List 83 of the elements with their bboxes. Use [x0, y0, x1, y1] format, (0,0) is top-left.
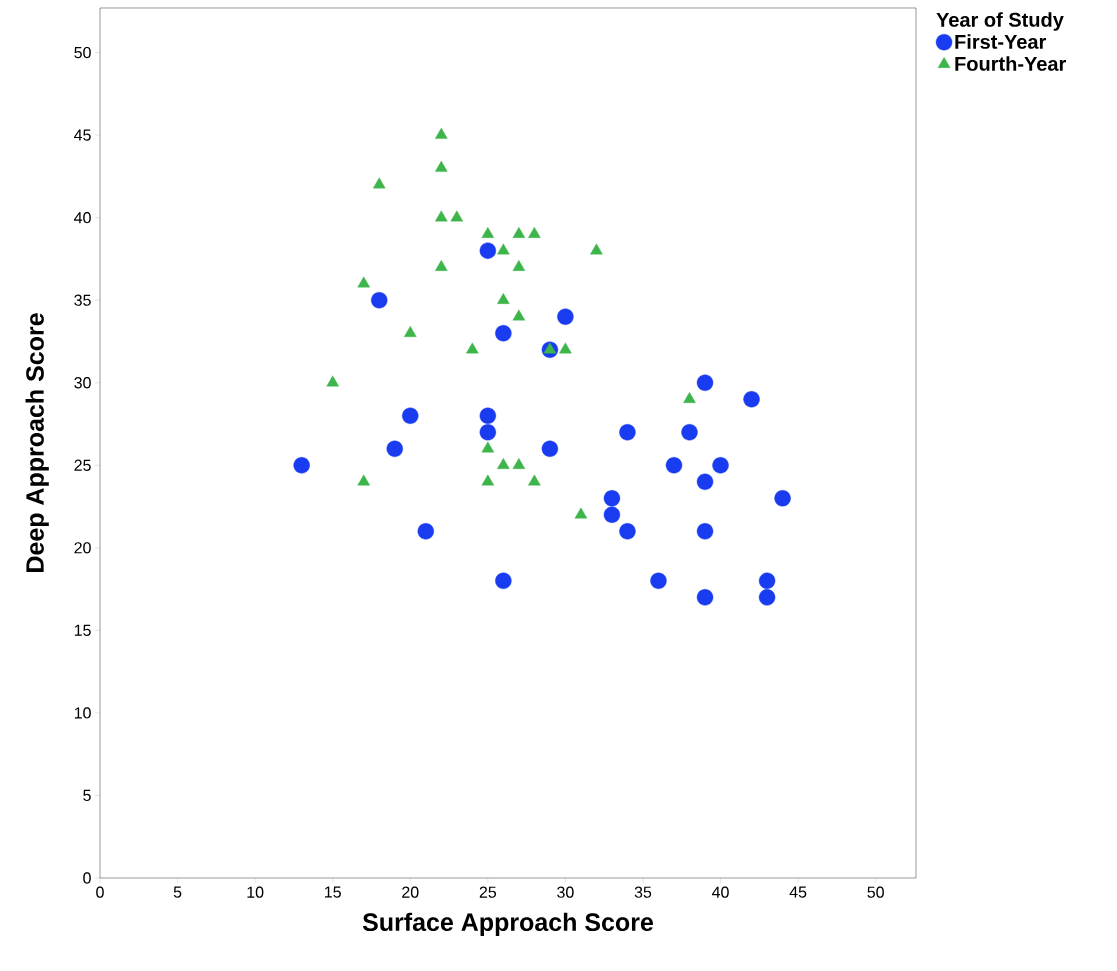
point [543, 342, 557, 354]
x-tick-label: 5 [173, 886, 182, 898]
point [619, 424, 636, 441]
point [495, 572, 512, 590]
y-tick-label: 10 [74, 707, 91, 719]
x-tick-label: 40 [712, 886, 729, 898]
point [541, 440, 559, 457]
point [559, 342, 572, 354]
y-tick-label: 35 [74, 294, 91, 306]
point [574, 507, 588, 519]
legend-title: Year of Study [936, 12, 1064, 31]
point [481, 441, 495, 453]
x-tick-label: 45 [789, 886, 807, 898]
point [774, 490, 791, 507]
x-tick-label: 15 [325, 886, 341, 898]
point [497, 243, 510, 255]
point [497, 292, 510, 304]
x-tick-label: 50 [867, 886, 884, 898]
y-axis-title: Deep Approach Score [25, 313, 49, 572]
point [512, 309, 526, 321]
point [435, 259, 448, 271]
x-tick-label: 0 [96, 886, 104, 898]
point [743, 391, 760, 408]
y-tick-label: 30 [74, 377, 91, 389]
point [495, 325, 512, 342]
point [481, 226, 495, 238]
y-tick-label: 0 [83, 872, 91, 884]
point [650, 572, 667, 590]
point [696, 473, 714, 490]
point [712, 457, 729, 474]
point [402, 407, 419, 424]
y-tick-label: 20 [74, 542, 91, 554]
point [466, 342, 479, 354]
y-tick-label: 40 [74, 211, 91, 224]
point [758, 589, 776, 606]
point [372, 177, 386, 189]
point [696, 374, 714, 391]
point [357, 474, 370, 486]
point [435, 160, 448, 172]
point [450, 210, 464, 222]
point [326, 375, 339, 387]
point [603, 490, 621, 507]
x-tick-label: 20 [402, 886, 419, 898]
point [497, 458, 510, 469]
y-tick-label: 5 [83, 789, 91, 802]
y-tick-label: 45 [74, 129, 91, 141]
x-tick-label: 30 [557, 886, 574, 898]
point [696, 523, 714, 540]
point [512, 226, 526, 238]
legend-label: First-Year [955, 34, 1047, 49]
point [293, 457, 310, 474]
point [512, 458, 526, 469]
point [371, 291, 388, 309]
y-tick-label: 25 [74, 459, 91, 471]
point [404, 326, 417, 337]
point [357, 276, 370, 288]
point [417, 523, 434, 540]
point [590, 243, 603, 255]
point [557, 308, 574, 325]
point [683, 392, 696, 403]
y-tick-label: 15 [74, 624, 91, 636]
point [665, 457, 683, 474]
point [481, 474, 495, 486]
point [681, 424, 698, 441]
point [528, 474, 541, 486]
point [479, 407, 497, 424]
point [479, 242, 497, 259]
point [528, 226, 541, 238]
x-tick-label: 35 [634, 886, 652, 898]
point [696, 589, 714, 606]
point [758, 572, 776, 590]
x-axis-title: Surface Approach Score [362, 912, 653, 937]
point [435, 210, 448, 222]
legend-label: Fourth-Year [955, 56, 1066, 71]
point [603, 506, 621, 523]
point [479, 424, 497, 441]
point [435, 127, 448, 139]
point [619, 523, 636, 540]
x-tick-label: 10 [247, 886, 264, 898]
point [386, 440, 403, 457]
point [512, 259, 526, 271]
x-tick-label: 25 [479, 886, 497, 898]
y-tick-label: 50 [74, 46, 91, 59]
